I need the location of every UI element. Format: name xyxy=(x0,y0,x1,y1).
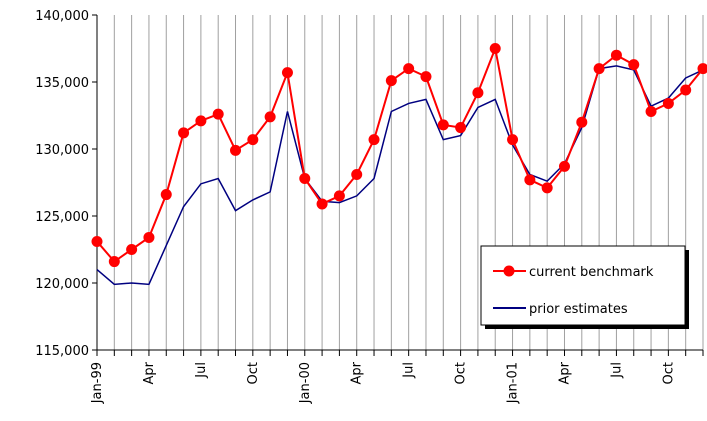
y-tick-label: 115,000 xyxy=(35,344,89,359)
x-tick-label: Jan-01 xyxy=(506,362,521,404)
point xyxy=(212,108,224,120)
y-tick-label: 125,000 xyxy=(35,210,89,225)
point xyxy=(507,134,519,146)
point xyxy=(143,231,155,243)
x-tick-label: Apr xyxy=(142,361,157,384)
point xyxy=(610,49,622,61)
point xyxy=(455,122,467,134)
point xyxy=(230,144,242,156)
point xyxy=(472,87,484,99)
point xyxy=(351,168,363,180)
point xyxy=(437,119,449,131)
y-tick-label: 135,000 xyxy=(35,76,89,91)
point xyxy=(195,115,207,127)
x-tick-label: Apr xyxy=(350,361,365,384)
point xyxy=(645,105,657,117)
point xyxy=(264,111,276,123)
x-tick-label: Oct xyxy=(246,362,261,384)
y-tick-label: 120,000 xyxy=(35,277,89,292)
point xyxy=(541,182,553,194)
point xyxy=(108,256,120,268)
point xyxy=(126,244,138,255)
y-tick-label: 140,000 xyxy=(35,9,89,24)
legend xyxy=(480,245,686,326)
point xyxy=(178,127,190,139)
point xyxy=(489,43,501,54)
point xyxy=(160,189,172,201)
point xyxy=(333,190,345,202)
point xyxy=(593,63,605,75)
point xyxy=(403,63,415,75)
x-tick-label: Jan-99 xyxy=(90,362,105,404)
legend-label: prior estimates xyxy=(529,302,628,317)
point xyxy=(558,160,570,172)
x-tick-label: Jul xyxy=(194,362,209,379)
x-tick-label: Oct xyxy=(661,362,676,384)
point xyxy=(680,84,692,96)
x-tick-label: Jan-00 xyxy=(298,362,313,404)
point xyxy=(697,63,707,75)
point xyxy=(316,198,328,210)
legend-label: current benchmark xyxy=(529,265,654,280)
point xyxy=(368,134,380,146)
x-tick-label: Oct xyxy=(454,362,469,384)
x-tick-label: Jul xyxy=(609,362,624,379)
x-tick-label: Apr xyxy=(557,361,572,384)
point xyxy=(247,134,259,146)
point xyxy=(576,116,588,128)
point xyxy=(662,97,674,109)
point xyxy=(524,174,536,186)
y-tick-label: 130,000 xyxy=(35,143,89,158)
point xyxy=(299,172,311,184)
point xyxy=(420,71,432,83)
point xyxy=(385,75,397,87)
x-tick-label: Jul xyxy=(402,362,417,379)
legend-marker xyxy=(503,265,515,277)
point xyxy=(91,235,103,247)
point xyxy=(281,67,293,79)
series-line xyxy=(96,44,704,263)
point xyxy=(628,59,640,71)
